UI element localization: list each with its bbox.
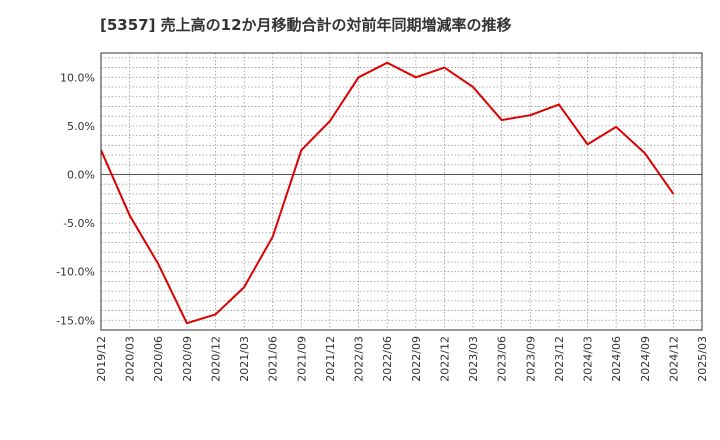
grid-layer: [101, 53, 702, 331]
y-tick-label: 0.0%: [67, 168, 95, 181]
x-tick-label: 2022/09: [410, 336, 423, 382]
x-tick-label: 2020/09: [181, 336, 194, 382]
x-tick-label: 2024/12: [667, 336, 680, 382]
y-tick-label: 5.0%: [67, 120, 95, 133]
x-tick-label: 2022/12: [438, 336, 451, 382]
series-layer: [100, 61, 675, 325]
x-tick-label: 2023/12: [553, 336, 566, 382]
x-tick-label: 2021/12: [324, 336, 337, 382]
x-tick-label: 2025/03: [696, 336, 709, 382]
x-tick-label: 2021/06: [267, 336, 280, 382]
x-tick-label: 2023/09: [524, 336, 537, 382]
x-tick-label: 2023/03: [467, 336, 480, 382]
plot-frame: [100, 52, 703, 331]
x-axis-ticks: 2019/12 2020/03 2020/06 2020/09 2020/12 2021/…: [95, 336, 709, 382]
x-tick-label: 2022/06: [381, 336, 394, 382]
x-tick-label: 2020/06: [152, 336, 165, 382]
x-tick-label: 2020/03: [124, 336, 137, 382]
chart-title: [5357] 売上高の12か月移動合計の対前年同期増減率の推移: [100, 16, 512, 34]
y-tick-label: -10.0%: [56, 266, 95, 279]
x-tick-label: 2021/03: [238, 336, 251, 382]
x-tick-label: 2024/09: [639, 336, 652, 382]
y-tick-label: -5.0%: [63, 217, 95, 230]
x-tick-label: 2024/06: [610, 336, 623, 382]
x-tick-label: 2020/12: [209, 336, 222, 382]
plot-background: [101, 53, 702, 330]
x-tick-label: 2021/09: [295, 336, 308, 382]
y-axis-ticks: 10.0% 5.0% 0.0% -5.0% -10.0% -15.0%: [56, 71, 95, 327]
y-tick-label: 10.0%: [60, 71, 95, 84]
series-line: [100, 61, 675, 325]
x-tick-label: 2024/03: [582, 336, 595, 382]
x-tick-label: 2023/06: [496, 336, 509, 382]
x-tick-label: 2022/03: [353, 336, 366, 382]
y-tick-label: -15.0%: [56, 314, 95, 327]
x-tick-label: 2019/12: [95, 336, 108, 382]
